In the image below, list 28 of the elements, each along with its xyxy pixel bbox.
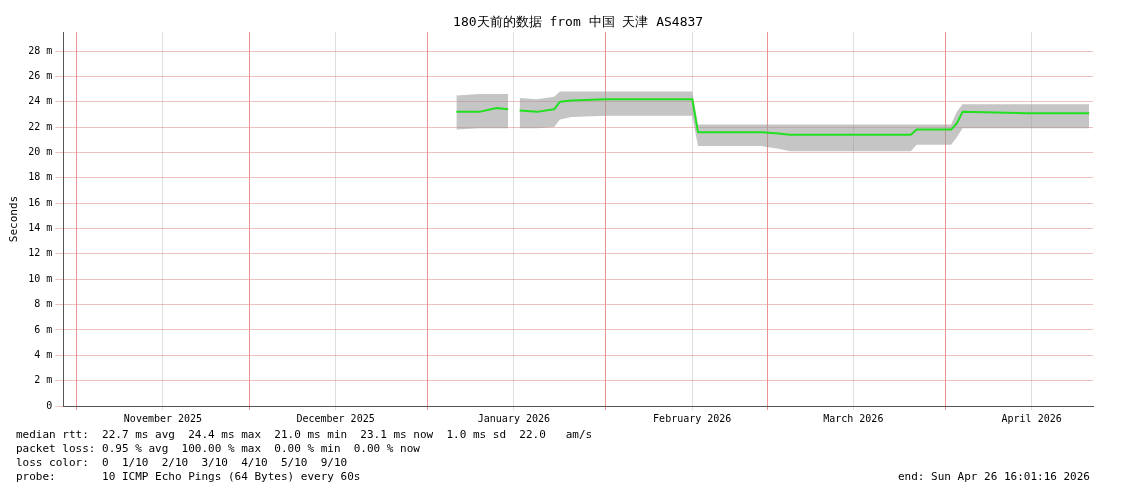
y-tick-label: 14 m [28, 222, 53, 234]
y-tick-label: 4 m [34, 348, 53, 360]
y-tick-label: 18 m [28, 171, 53, 183]
y-tick-label: 24 m [28, 95, 53, 107]
y-tick-label: 12 m [28, 247, 53, 259]
y-tick-label: 2 m [34, 374, 53, 386]
y-tick-label: 0 [46, 399, 53, 411]
y-tick-label: 8 m [34, 298, 53, 310]
text: end: Sun Apr 26 16:01:16 2026 [897, 470, 1090, 484]
y-tick-label: 28 m [28, 44, 53, 56]
y-tick-label: 16 m [28, 196, 53, 208]
text: median rtt: 22.7 ms avg 24.4 ms max 21.0 ms min 23.1 ms now 1.0 ms sd 22.0 am/s [16, 428, 594, 442]
x-tick-label: April 2026 [1001, 412, 1062, 424]
x-tick-label: November 2025 [123, 412, 203, 424]
y-tick-label: 20 m [28, 146, 53, 158]
chart-title: 180天前的数据 from 中国 天津 AS4837 [453, 14, 704, 29]
x-tick-label: March 2026 [823, 412, 884, 424]
x-tick-label: January 2026 [477, 412, 551, 424]
y-tick-label: 6 m [34, 323, 53, 335]
x-tick-label: February 2026 [653, 412, 732, 424]
y-tick-label: 22 m [28, 120, 53, 132]
text: loss color: 0 1/10 2/10 3/10 4/10 5/10 9/10 [16, 456, 349, 470]
y-axis-title: Seconds [7, 195, 21, 243]
x-tick-label: December 2025 [296, 412, 375, 424]
y-tick-label: 10 m [28, 272, 53, 284]
y-tick-label: 26 m [28, 69, 53, 81]
text: packet loss: 0.95 % avg 100.00 % max 0.00 % min 0.00 % now [16, 442, 421, 456]
text: probe: 10 ICMP Echo Pings (64 Bytes) every 60s [16, 470, 361, 483]
